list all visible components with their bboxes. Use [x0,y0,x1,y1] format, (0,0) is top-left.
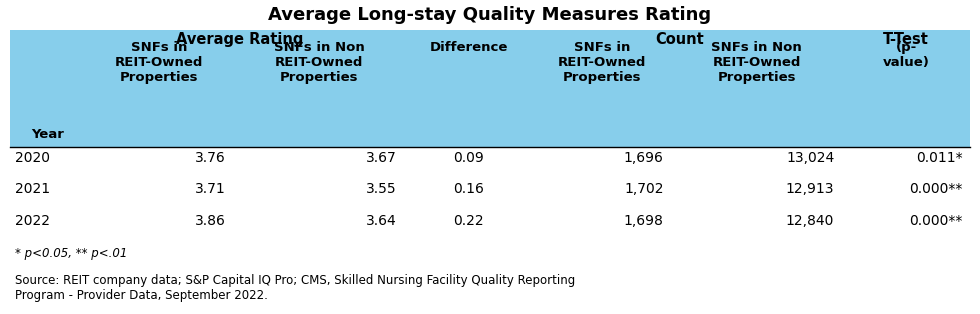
Text: 1,698: 1,698 [623,214,663,229]
Text: 13,024: 13,024 [786,150,834,165]
Text: Average Rating: Average Rating [175,31,303,46]
Text: T-Test: T-Test [883,31,929,46]
Text: Average Long-stay Quality Measures Rating: Average Long-stay Quality Measures Ratin… [269,6,711,24]
Text: 3.64: 3.64 [367,214,397,229]
Text: 3.76: 3.76 [195,150,226,165]
Text: 3.55: 3.55 [367,182,397,197]
Text: 2022: 2022 [15,214,50,229]
Bar [10,30,970,148]
Text: 3.67: 3.67 [367,150,397,165]
Text: 1,696: 1,696 [623,150,663,165]
Text: 3.71: 3.71 [195,182,226,197]
Text: 0.000**: 0.000** [909,182,962,197]
Text: Source: REIT company data; S&P Capital IQ Pro; CMS, Skilled Nursing Facility Qua: Source: REIT company data; S&P Capital I… [15,274,575,302]
Text: 0.22: 0.22 [454,214,484,229]
Text: Year: Year [30,128,64,141]
Text: SNFs in Non
REIT-Owned
Properties: SNFs in Non REIT-Owned Properties [273,41,365,84]
Text: 0.011*: 0.011* [915,150,962,165]
Text: 12,840: 12,840 [786,214,834,229]
Text: SNFs in
REIT-Owned
Properties: SNFs in REIT-Owned Properties [558,41,646,84]
Text: 1,702: 1,702 [624,182,663,197]
Text: 12,913: 12,913 [786,182,834,197]
Text: 2021: 2021 [15,182,50,197]
Text: 2020: 2020 [15,150,50,165]
Text: SNFs in
REIT-Owned
Properties: SNFs in REIT-Owned Properties [115,41,204,84]
Text: 0.16: 0.16 [453,182,484,197]
Text: 0.000**: 0.000** [909,214,962,229]
Text: Difference: Difference [429,41,508,54]
Text: SNFs in Non
REIT-Owned
Properties: SNFs in Non REIT-Owned Properties [711,41,803,84]
Text: Count: Count [655,31,704,46]
Text: (p-
value): (p- value) [883,41,930,69]
Text: * p<0.05, ** p<.01: * p<0.05, ** p<.01 [15,247,127,260]
Text: 0.09: 0.09 [454,150,484,165]
Text: 3.86: 3.86 [195,214,226,229]
